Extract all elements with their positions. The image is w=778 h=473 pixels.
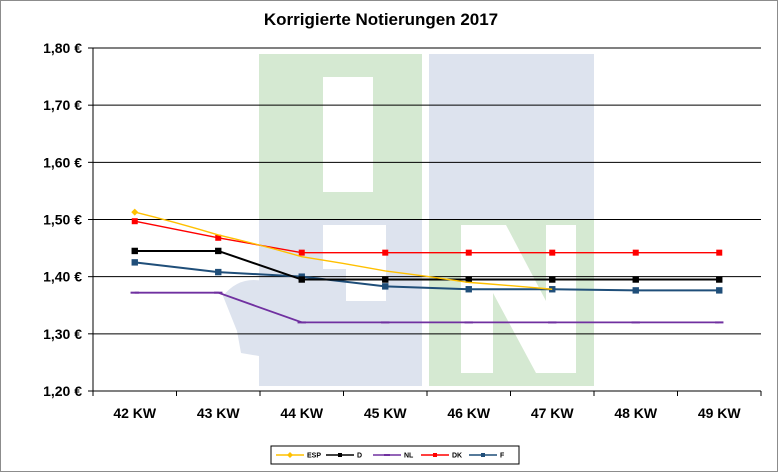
y-tick-label: 1,80 € <box>43 40 82 56</box>
legend-label-nl: NL <box>404 453 414 460</box>
data-point-dk <box>549 249 556 256</box>
legend-marker-d <box>338 453 342 457</box>
legend-item-esp: ESP <box>276 452 321 460</box>
series-line-f <box>134 261 720 292</box>
x-tick-label: 47 KW <box>531 405 575 421</box>
data-point-dk <box>215 234 222 241</box>
series-nl <box>130 291 724 324</box>
legend-label-esp: ESP <box>307 453 321 460</box>
series-d <box>131 247 723 283</box>
data-point-f <box>632 287 639 294</box>
data-point-f <box>215 268 222 276</box>
y-tick-label: 1,70 € <box>43 97 82 113</box>
data-point-d <box>382 276 389 283</box>
data-point-d <box>215 247 222 255</box>
series-line-esp <box>134 211 553 290</box>
legend: ESP D NL DK F <box>270 445 520 465</box>
legend-marker-esp <box>287 452 293 458</box>
y-tick-label: 1,20 € <box>43 383 82 399</box>
data-point-d <box>632 276 639 283</box>
x-tick-label: 44 KW <box>280 405 324 421</box>
legend-label-f: F <box>500 453 505 460</box>
legend-item-d: D <box>326 453 362 460</box>
legend-item-f: F <box>469 453 505 460</box>
data-point-dk <box>716 249 723 256</box>
series-line-d <box>134 249 720 281</box>
legend-label-dk: DK <box>452 453 462 460</box>
data-point-f <box>465 286 472 293</box>
data-point-f <box>131 259 138 266</box>
series-line-dk <box>134 220 720 254</box>
data-point-f <box>382 283 389 290</box>
legend-marker-dk <box>433 453 437 457</box>
series-esp <box>131 208 553 290</box>
x-tick-label: 42 KW <box>113 405 157 421</box>
series-dk <box>131 218 723 256</box>
x-tick-label: 49 KW <box>698 405 742 421</box>
x-tick-label: 43 KW <box>197 405 241 421</box>
data-point-dk <box>465 249 472 256</box>
series-line-nl <box>134 291 720 324</box>
data-point-dk <box>382 249 389 256</box>
data-point-d <box>465 276 472 283</box>
data-point-d <box>716 276 723 283</box>
legend-item-dk: DK <box>421 453 462 460</box>
data-point-d <box>549 276 556 283</box>
data-point-dk <box>298 249 305 256</box>
y-tick-label: 1,50 € <box>43 212 82 228</box>
x-tick-label: 48 KW <box>614 405 658 421</box>
x-tick-label: 46 KW <box>447 405 491 421</box>
data-point-dk <box>131 218 138 225</box>
x-tick-label: 45 KW <box>364 405 408 421</box>
data-point-dk <box>632 249 639 256</box>
data-point-d <box>298 276 305 283</box>
chart-title: Korrigierte Notierungen 2017 <box>264 10 498 29</box>
data-point-esp <box>131 208 139 216</box>
legend-item-nl: NL <box>373 453 414 460</box>
data-point-d <box>131 247 138 255</box>
y-tick-label: 1,30 € <box>43 326 82 342</box>
data-point-f <box>716 287 723 294</box>
legend-label-d: D <box>357 453 362 460</box>
y-tick-label: 1,60 € <box>43 154 82 170</box>
y-tick-label: 1,40 € <box>43 269 82 285</box>
legend-marker-f <box>481 453 485 457</box>
